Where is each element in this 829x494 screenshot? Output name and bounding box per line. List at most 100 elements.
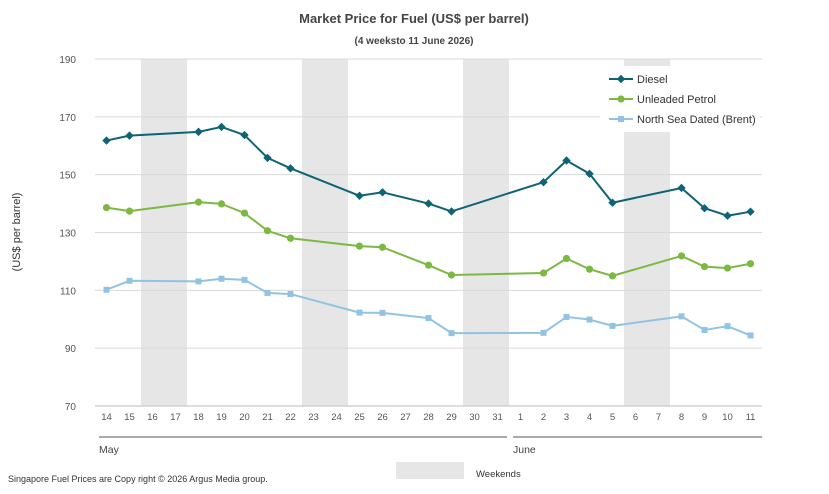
x-tick-label-22: 22 — [285, 412, 296, 423]
legend-marker-2 — [617, 95, 625, 103]
legend: Diesel Unleaded Petrol North Sea Dated (Br… — [600, 66, 760, 132]
x-tick-label-2: 2 — [541, 412, 546, 423]
legend-label-1: Diesel — [637, 74, 668, 86]
data-point-1-29 — [447, 207, 456, 216]
x-tick-label-16: 16 — [147, 412, 158, 423]
x-tick-label-6: 6 — [633, 412, 638, 423]
x-tick-label-5: 5 — [610, 412, 615, 423]
data-point-1-19 — [217, 122, 226, 132]
y-tick-label-90: 90 — [65, 344, 77, 355]
data-point-2-3 — [562, 254, 571, 263]
x-tick-label-30: 30 — [469, 412, 480, 423]
data-point-2-28 — [424, 261, 433, 269]
data-point-2-4 — [585, 265, 594, 273]
data-point-3-15 — [126, 277, 133, 284]
y-tick-label-190: 190 — [59, 55, 76, 66]
x-tick-label-10: 10 — [722, 412, 733, 423]
data-point-2-26 — [378, 243, 387, 251]
x-tick-label-28: 28 — [423, 412, 434, 423]
x-tick-label-3: 3 — [564, 412, 569, 423]
legend-marker-1 — [616, 74, 626, 84]
x-tick-label-21: 21 — [262, 412, 273, 423]
x-tick-label-9: 9 — [702, 412, 707, 423]
y-tick-label-70: 70 — [65, 402, 77, 413]
data-point-1-9 — [700, 204, 709, 213]
x-tick-label-7: 7 — [656, 412, 661, 423]
legend-label-2: Unleaded Petrol — [637, 94, 716, 106]
legend-marker-3 — [618, 116, 624, 122]
data-point-1-11 — [746, 207, 755, 216]
x-tick-label-15: 15 — [124, 412, 135, 423]
data-point-3-28 — [425, 315, 432, 322]
x-tick-label-11: 11 — [746, 412, 756, 423]
series-2 — [102, 198, 755, 280]
y-axis: 70 90 110 130 150 170 190 — [59, 55, 76, 413]
data-point-1-5 — [608, 198, 617, 207]
data-point-2-18 — [194, 198, 203, 206]
data-point-3-26 — [379, 309, 386, 316]
series-1 — [102, 122, 755, 220]
data-point-3-3 — [563, 313, 570, 320]
weekend-legend: Weekends — [396, 462, 521, 480]
data-point-1-2 — [539, 177, 548, 187]
data-point-2-20 — [240, 209, 249, 217]
data-point-3-4 — [586, 316, 593, 323]
series-lines — [102, 122, 755, 339]
x-tick-label-19: 19 — [216, 412, 227, 423]
month-label-june: June — [513, 444, 536, 456]
x-tick-label-1: 1 — [518, 412, 523, 423]
x-tick-label-14: 14 — [101, 412, 112, 423]
x-axis: 14 15 16 17 18 19 20 21 22 23 24 25 26 27 28 29 30 31 1 2 3 4… — [101, 412, 755, 423]
data-point-1-3 — [562, 156, 571, 165]
y-tick-label-130: 130 — [59, 229, 76, 240]
data-point-3-21 — [264, 289, 271, 296]
data-point-2-10 — [723, 264, 732, 272]
y-tick-label-170: 170 — [59, 113, 76, 124]
chart-title: Market Price for Fuel (US$ per barrel) — [299, 11, 529, 26]
data-point-2-8 — [677, 252, 686, 260]
data-point-1-4 — [585, 169, 594, 178]
weekend-legend-swatch — [396, 462, 464, 479]
data-point-1-21 — [263, 153, 272, 163]
legend-label-3: North Sea Dated (Brent) — [637, 114, 756, 126]
data-point-1-15 — [125, 131, 134, 140]
data-point-2-11 — [746, 260, 755, 268]
data-point-2-9 — [700, 263, 709, 271]
data-point-3-9 — [701, 326, 708, 333]
x-tick-label-23: 23 — [308, 412, 319, 423]
data-point-3-14 — [103, 286, 110, 293]
grid-lines — [95, 58, 762, 407]
data-point-2-19 — [217, 200, 226, 208]
data-point-2-14 — [102, 204, 111, 212]
data-point-1-26 — [378, 188, 387, 197]
x-tick-label-27: 27 — [400, 412, 411, 423]
data-point-3-19 — [218, 275, 225, 282]
x-tick-label-29: 29 — [446, 412, 457, 423]
x-tick-label-31: 31 — [492, 412, 503, 423]
data-point-1-25 — [355, 191, 364, 200]
data-point-1-20 — [240, 130, 249, 140]
copyright-text: Singapore Fuel Prices are Copy right © 2… — [8, 474, 268, 484]
data-point-3-25 — [356, 309, 363, 316]
data-point-3-22 — [287, 291, 294, 298]
data-point-1-10 — [723, 211, 732, 220]
x-tick-label-24: 24 — [331, 412, 342, 423]
data-point-2-2 — [539, 269, 548, 277]
month-axis: May June — [99, 436, 762, 456]
x-tick-label-18: 18 — [193, 412, 204, 423]
data-point-3-2 — [540, 329, 547, 336]
weekend-legend-label: Weekends — [476, 469, 521, 480]
data-point-2-15 — [125, 207, 134, 215]
data-point-1-18 — [194, 127, 203, 137]
x-tick-label-8: 8 — [679, 412, 684, 423]
data-point-3-20 — [241, 276, 248, 283]
x-tick-label-4: 4 — [587, 412, 592, 423]
month-label-may: May — [99, 444, 120, 456]
x-tick-label-17: 17 — [170, 412, 181, 423]
data-point-3-10 — [724, 323, 731, 330]
data-point-1-22 — [286, 164, 295, 173]
data-point-3-5 — [609, 322, 616, 329]
data-point-3-29 — [448, 330, 455, 337]
data-point-2-29 — [447, 271, 456, 279]
